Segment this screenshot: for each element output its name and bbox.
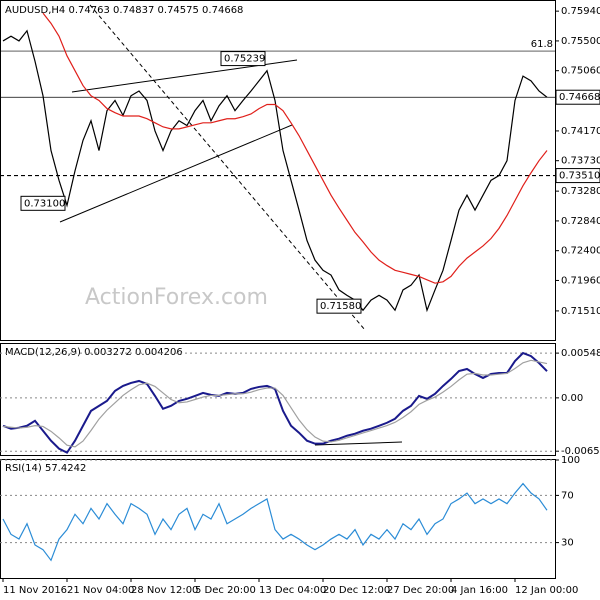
level-label-box (555, 168, 600, 184)
price-label: 0.75239 (224, 54, 265, 65)
macd-title: MACD(12,26,9) 0.003272 0.004206 (5, 347, 183, 358)
y-tick-label: -0.006534 (561, 446, 600, 457)
price-label-box (316, 298, 362, 314)
x-tick-label: 27 Dec 20:00 (387, 585, 454, 596)
y-tick-label: 0.75500 (561, 36, 600, 47)
y-tick-label: 0.72400 (561, 246, 600, 257)
y-tick-label: 0.71960 (561, 275, 600, 286)
level-label: 61.8 (531, 39, 553, 50)
y-tick-label: 0.00 (561, 393, 583, 404)
price-label: 0.71580 (320, 301, 361, 312)
price-label: 0.73100 (24, 198, 65, 209)
y-tick-label: 0.74170 (561, 126, 600, 137)
y-tick-label: 0.75060 (561, 66, 600, 77)
y-tick-label: 0.75940 (561, 6, 600, 17)
y-tick-label: 70 (561, 490, 574, 501)
watermark: ActionForex.com (85, 285, 268, 310)
level-label: 0.74668 (559, 92, 600, 103)
x-tick-label: 21 Nov 04:00 (67, 585, 134, 596)
rsi-panel (0, 459, 556, 579)
series-line (2, 359, 548, 448)
price-label-box (20, 195, 66, 211)
x-tick-label: 12 Jan 00:00 (515, 585, 578, 596)
trend-line (89, 4, 366, 331)
y-tick-label: 0.72840 (561, 216, 600, 227)
x-tick-label: 4 Jan 16:00 (451, 585, 508, 596)
x-tick-label: 13 Dec 04:00 (259, 585, 326, 596)
series-line (2, 351, 548, 454)
x-tick-label: 28 Nov 12:00 (131, 585, 198, 596)
rsi-title: RSI(14) 57.4242 (5, 463, 86, 474)
series-line (42, 12, 548, 284)
level-label-box (555, 89, 600, 105)
x-tick-label: 11 Nov 2016 (3, 585, 67, 596)
chart-title: AUDUSD,H4 0.74763 0.74837 0.74575 0.7466… (5, 5, 243, 16)
y-tick-label: 100 (561, 455, 580, 466)
x-tick-label: 5 Dec 20:00 (195, 585, 256, 596)
y-tick-label: 0.73730 (561, 156, 600, 167)
series-line (2, 482, 548, 562)
trend-line (59, 124, 293, 223)
y-tick-label: 0.71510 (561, 306, 600, 317)
y-tick-label: 0.73280 (561, 186, 600, 197)
trend-line (314, 441, 403, 446)
x-tick-label: 20 Dec 12:00 (323, 585, 390, 596)
macd-panel (0, 343, 556, 456)
level-label: 0.73510 (559, 171, 600, 182)
y-tick-label: 0.005484 (561, 348, 600, 359)
y-tick-label: 30 (561, 538, 574, 549)
price-label-box (220, 51, 266, 67)
series-line (2, 29, 548, 313)
